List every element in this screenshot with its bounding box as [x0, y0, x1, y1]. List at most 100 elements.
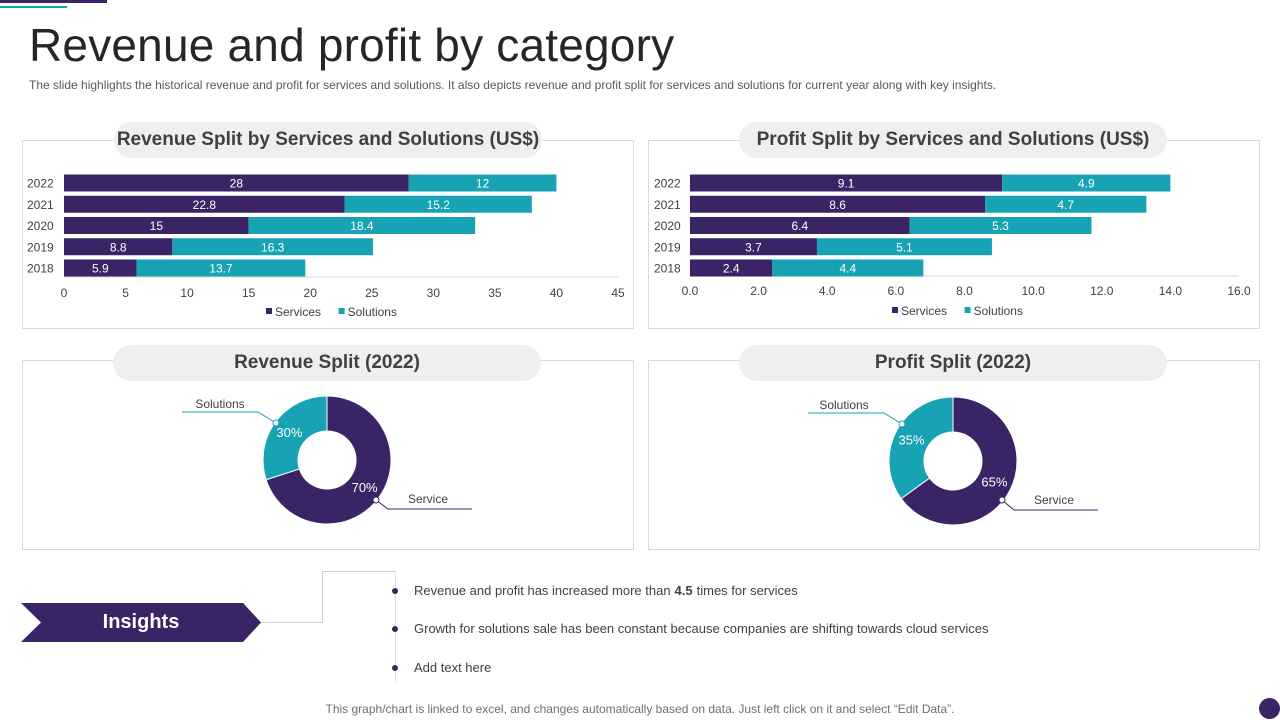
x-tick-label: 25: [365, 286, 379, 300]
bar-solutions: [1002, 174, 1171, 192]
legend-label: Solutions: [974, 304, 1023, 318]
leader-dot: [898, 420, 906, 428]
data-label: 13.7: [209, 262, 233, 276]
x-tick-label: 35: [488, 286, 502, 300]
footer-note: This graph/chart is linked to excel, and…: [325, 702, 955, 716]
category-label: 2021: [654, 198, 681, 212]
leader-line: [375, 499, 472, 510]
data-label: 18.4: [350, 219, 374, 233]
slice-name-label: Solutions: [195, 397, 244, 411]
x-tick-label: 0: [61, 286, 68, 300]
slice-solutions: [262, 395, 328, 481]
x-tick-label: 10.0: [1021, 284, 1045, 298]
data-label: 5.1: [896, 240, 913, 254]
bar-services: [64, 217, 249, 234]
insights-connector-bottom: [260, 622, 323, 623]
bar-services: [690, 238, 817, 256]
revenue-bar-title: Revenue Split by Services and Solutions …: [114, 122, 542, 158]
legend-swatch-services: [892, 307, 898, 313]
insight-item: Growth for solutions sale has been const…: [392, 621, 989, 636]
bullet-icon: [392, 587, 398, 594]
top-accent-line: [0, 6, 67, 8]
data-label: 4.9: [1078, 177, 1095, 191]
leader-dot: [998, 496, 1006, 504]
slice-solutions: [888, 396, 954, 500]
bullet-icon: [392, 664, 398, 671]
category-label: 2020: [27, 219, 54, 233]
data-label: 4.4: [839, 262, 856, 276]
corner-dot: [1259, 698, 1280, 719]
data-label: 8.8: [110, 240, 127, 254]
legend-swatch-solutions: [338, 308, 345, 314]
data-label: 3.7: [745, 240, 762, 254]
insights-connector-vertical: [322, 571, 323, 623]
category-label: 2019: [27, 240, 54, 254]
insights-label: Insights: [102, 611, 180, 633]
revenue-bar-panel: [22, 140, 634, 329]
category-label: 2019: [654, 240, 681, 254]
bar-solutions: [909, 217, 1092, 234]
bar-services: [690, 259, 773, 277]
x-tick-label: 14.0: [1159, 284, 1183, 298]
x-tick-label: 45: [611, 286, 625, 300]
slice-percent-label: 65%: [981, 475, 1007, 490]
data-label: 15: [150, 219, 164, 233]
x-tick-label: 5: [122, 286, 129, 300]
slice-service: [265, 395, 392, 525]
category-label: 2022: [27, 177, 54, 191]
insights-connector: [260, 571, 323, 623]
insight-text-pre: Revenue and profit has increased more th…: [414, 583, 671, 598]
legend-swatch-solutions: [964, 307, 971, 313]
insight-text: Add text here: [414, 660, 492, 675]
x-tick-label: 20: [304, 286, 318, 300]
data-label: 22.8: [193, 198, 217, 212]
insight-item: Revenue and profit has increased more th…: [392, 583, 798, 598]
insight-text-bold: 4.5: [674, 583, 693, 598]
bar-solutions: [248, 217, 476, 234]
bar-services: [64, 174, 409, 192]
category-label: 2020: [654, 219, 681, 233]
page-subtitle: The slide highlights the historical reve…: [29, 78, 997, 92]
data-label: 15.2: [427, 198, 451, 212]
bar-services: [690, 217, 910, 234]
insight-text: Growth for solutions sale has been const…: [414, 621, 989, 636]
bar-services: [64, 259, 137, 277]
data-label: 5.9: [92, 262, 109, 276]
data-label: 5.3: [992, 219, 1009, 233]
bar-services: [690, 195, 986, 213]
category-label: 2018: [27, 262, 54, 276]
top-accent-bar: [0, 0, 107, 3]
leader-dot: [372, 496, 380, 504]
profit-bar-chart[interactable]: 2022 9.1 4.9 2021 8.6 4.7 2020 6.4 5.3 2019 3.7 5.1…: [648, 160, 1258, 325]
slice-name-label: Service: [1034, 493, 1074, 507]
data-label: 4.7: [1057, 198, 1074, 212]
leader-line: [182, 411, 277, 424]
bar-solutions: [172, 238, 374, 256]
insights-banner: Insights: [21, 603, 261, 642]
legend-label: Services: [275, 305, 321, 319]
slice-percent-label: 70%: [352, 480, 378, 495]
profit-donut-chart[interactable]: 65% 35% Service Solutions: [648, 360, 1258, 548]
slice-name-label: Service: [408, 492, 448, 506]
category-label: 2022: [654, 177, 681, 191]
profit-donut-title: Profit Split (2022): [739, 345, 1167, 381]
leader-dot: [272, 419, 280, 427]
category-label: 2018: [654, 262, 681, 276]
revenue-bar-chart[interactable]: 2022 28 12 2021 22.8 15.2 2020 15 18.4 2019 8.8 16.…: [22, 160, 632, 325]
insight-text-post: times for services: [696, 583, 798, 598]
x-tick-label: 12.0: [1090, 284, 1114, 298]
x-tick-label: 0.0: [682, 284, 699, 298]
x-tick-label: 30: [427, 286, 441, 300]
bar-solutions: [816, 238, 992, 256]
data-label: 16.3: [261, 240, 285, 254]
revenue-donut-title: Revenue Split (2022): [113, 345, 541, 381]
bar-services: [64, 195, 345, 213]
data-label: 12: [476, 177, 490, 191]
slice-service: [900, 396, 1018, 526]
x-tick-label: 4.0: [819, 284, 836, 298]
insight-item: Add text here: [392, 660, 492, 675]
data-label: 28: [230, 177, 244, 191]
revenue-donut-chart[interactable]: 70% 30% Service Solutions: [22, 360, 632, 548]
slice-name-label: Solutions: [819, 398, 868, 412]
bar-services: [64, 238, 173, 256]
